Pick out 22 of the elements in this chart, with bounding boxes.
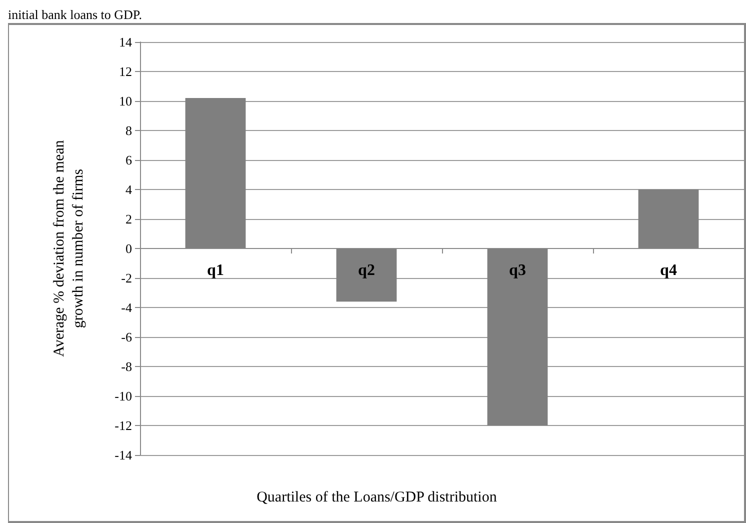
y-tick-label: -10	[114, 388, 132, 404]
y-tick-label: -14	[114, 448, 132, 462]
y-axis-title: Average % deviation from the mean growth in number of firms	[52, 140, 86, 357]
y-tick-label: 4	[126, 182, 132, 197]
y-tick-label: 0	[126, 241, 132, 256]
y-tick-label: -12	[114, 418, 132, 433]
y-tick-label: 10	[119, 94, 132, 108]
y-tick-label: -2	[121, 270, 132, 286]
text: initial bank loans to GDP.	[8, 7, 142, 22]
y-tick-label: 2	[126, 212, 132, 226]
y-tick-label: 8	[126, 123, 132, 138]
y-tick-label: -4	[121, 300, 132, 315]
y-tick-label: 6	[126, 152, 132, 168]
x-tick-label: q1	[207, 262, 224, 279]
y-tick-label: 12	[119, 64, 132, 79]
x-tick-label: q4	[660, 262, 677, 279]
x-tick-label: q3	[509, 262, 526, 279]
y-tick-label: -6	[121, 330, 132, 344]
y-tick-label: 14	[119, 34, 132, 50]
x-tick-label: q2	[358, 262, 375, 279]
y-tick-label: -8	[121, 359, 132, 374]
x-axis-title: Quartiles of the Loans/GDP distribution	[256, 490, 498, 506]
